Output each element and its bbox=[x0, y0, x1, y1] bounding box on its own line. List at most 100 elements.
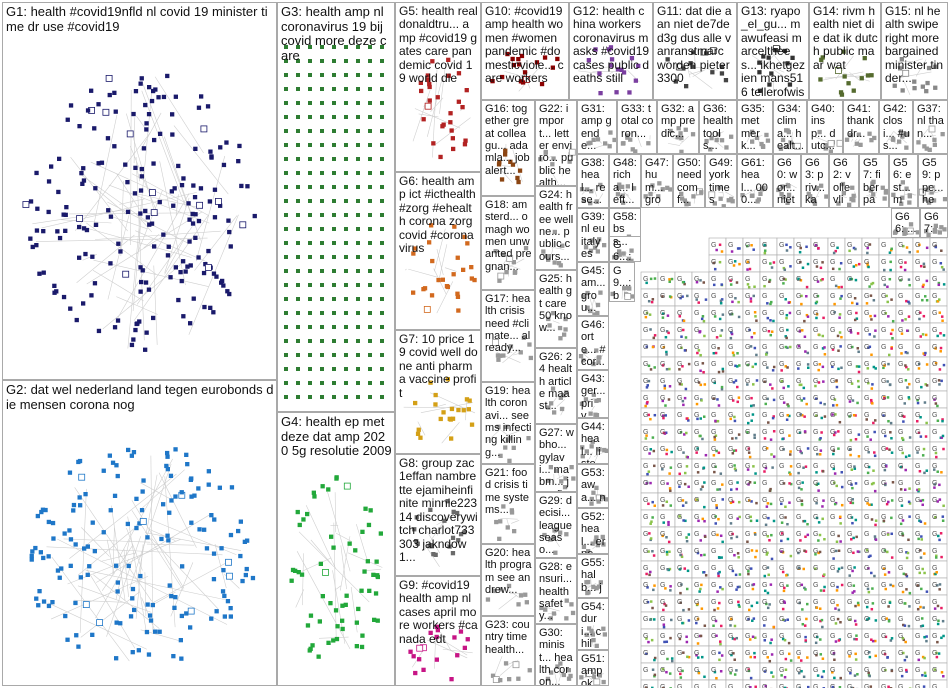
small-group-tile bbox=[759, 390, 778, 409]
vertex-node bbox=[696, 602, 699, 606]
small-group-tile bbox=[708, 560, 727, 579]
vertex-node bbox=[685, 640, 689, 644]
vertex-node bbox=[837, 349, 840, 352]
edge-line bbox=[175, 194, 179, 216]
vertex-node bbox=[926, 65, 932, 71]
small-group-tile-mark: G bbox=[796, 582, 801, 589]
vertex-node bbox=[834, 501, 838, 505]
group-panel-g28: G28: ensuri... health safety... bbox=[535, 558, 577, 624]
vertex-node bbox=[76, 644, 81, 649]
vertex-node bbox=[888, 600, 892, 604]
vertex-node bbox=[331, 638, 336, 643]
vertex-node bbox=[753, 651, 756, 655]
edge-line bbox=[340, 545, 347, 590]
vertex-node bbox=[868, 285, 871, 288]
vertex-node bbox=[755, 519, 759, 522]
small-group-tile-mark: G bbox=[830, 616, 835, 623]
vertex-node bbox=[543, 607, 548, 612]
edge-line bbox=[506, 430, 520, 436]
edge-line bbox=[130, 89, 132, 246]
small-group-tile-mark: G bbox=[711, 344, 716, 351]
group-panel-g23: G23: country time health... bbox=[481, 616, 535, 686]
vertex-node bbox=[421, 117, 426, 122]
vertex-node bbox=[657, 181, 662, 186]
small-group-tile-mark: G bbox=[881, 293, 886, 300]
vertex-node bbox=[429, 293, 435, 298]
small-group-tile bbox=[640, 492, 659, 511]
vertex-node bbox=[212, 215, 218, 220]
vertex-node bbox=[670, 618, 673, 622]
small-group-tile bbox=[929, 424, 948, 443]
vertex-node bbox=[919, 264, 923, 268]
small-group-tile-mark: G bbox=[745, 412, 750, 419]
edge-line bbox=[621, 290, 623, 299]
vertex-node bbox=[686, 655, 689, 659]
vertex-node bbox=[332, 339, 336, 343]
group-graph-g50 bbox=[679, 188, 704, 207]
vertex-node bbox=[685, 465, 689, 468]
vertex-node bbox=[601, 626, 606, 631]
vertex-node bbox=[449, 128, 454, 133]
vertex-node bbox=[455, 291, 460, 296]
vertex-node bbox=[179, 490, 184, 495]
vertex-node bbox=[556, 261, 562, 266]
vertex-node bbox=[769, 487, 772, 491]
small-group-tile bbox=[844, 645, 863, 664]
vertex-node bbox=[938, 498, 942, 501]
vertex-node bbox=[783, 586, 786, 590]
small-group-tile bbox=[895, 373, 914, 392]
vertex-node bbox=[621, 70, 627, 75]
vertex-node bbox=[936, 640, 939, 644]
vertex-node bbox=[700, 607, 704, 610]
vertex-node bbox=[663, 602, 666, 606]
vertex-node bbox=[551, 156, 556, 161]
edge-line bbox=[500, 518, 518, 520]
vertex-node bbox=[344, 311, 348, 315]
vertex-node bbox=[850, 277, 854, 281]
group-panel-g8: G8: group zac1effan nambrette ejamiheinf… bbox=[395, 454, 481, 576]
vertex-node bbox=[937, 379, 941, 382]
small-group-tile-mark: G bbox=[694, 412, 699, 419]
small-group-tile-mark: G bbox=[796, 667, 801, 674]
small-group-tile bbox=[912, 322, 931, 341]
vertex-node bbox=[867, 346, 870, 349]
vertex-node bbox=[663, 387, 667, 390]
vertex-node bbox=[940, 671, 944, 674]
vertex-node bbox=[63, 228, 68, 234]
vertex-node bbox=[832, 433, 836, 437]
vertex-node bbox=[936, 334, 939, 338]
vertex-node bbox=[938, 368, 942, 371]
small-group-tile-mark: G bbox=[762, 395, 767, 402]
small-group-tile-mark: G bbox=[847, 582, 852, 589]
small-group-tile-mark: G bbox=[932, 310, 937, 317]
small-group-tile-mark: G bbox=[779, 565, 784, 572]
vertex-node bbox=[449, 406, 455, 412]
small-group-tile bbox=[725, 543, 744, 562]
edge-line bbox=[775, 68, 785, 73]
vertex-node bbox=[729, 501, 733, 505]
small-group-tile-mark: G bbox=[677, 378, 682, 385]
vertex-node bbox=[380, 101, 384, 105]
vertex-node bbox=[614, 90, 619, 95]
vertex-node bbox=[936, 470, 939, 473]
small-group-tile-mark: G bbox=[881, 514, 886, 521]
small-group-tile bbox=[827, 679, 846, 688]
small-group-tile bbox=[691, 645, 710, 664]
vertex-node bbox=[698, 590, 701, 593]
vertex-node bbox=[850, 185, 855, 190]
vertex-node bbox=[311, 490, 316, 495]
vertex-node bbox=[368, 45, 372, 49]
vertex-node bbox=[441, 410, 446, 415]
vertex-node bbox=[734, 469, 738, 472]
small-group-tile-mark: G bbox=[813, 514, 818, 521]
small-group-tile bbox=[861, 271, 880, 290]
edge-line bbox=[403, 406, 470, 409]
small-group-tile bbox=[793, 271, 812, 290]
group-panel-g41: G41: thank dr... bbox=[843, 100, 879, 154]
vertex-node bbox=[883, 652, 887, 656]
small-group-tile bbox=[895, 356, 914, 375]
vertex-node bbox=[170, 132, 175, 137]
vertex-node bbox=[682, 519, 685, 522]
small-group-tile bbox=[844, 407, 863, 426]
small-group-tile bbox=[793, 509, 812, 528]
